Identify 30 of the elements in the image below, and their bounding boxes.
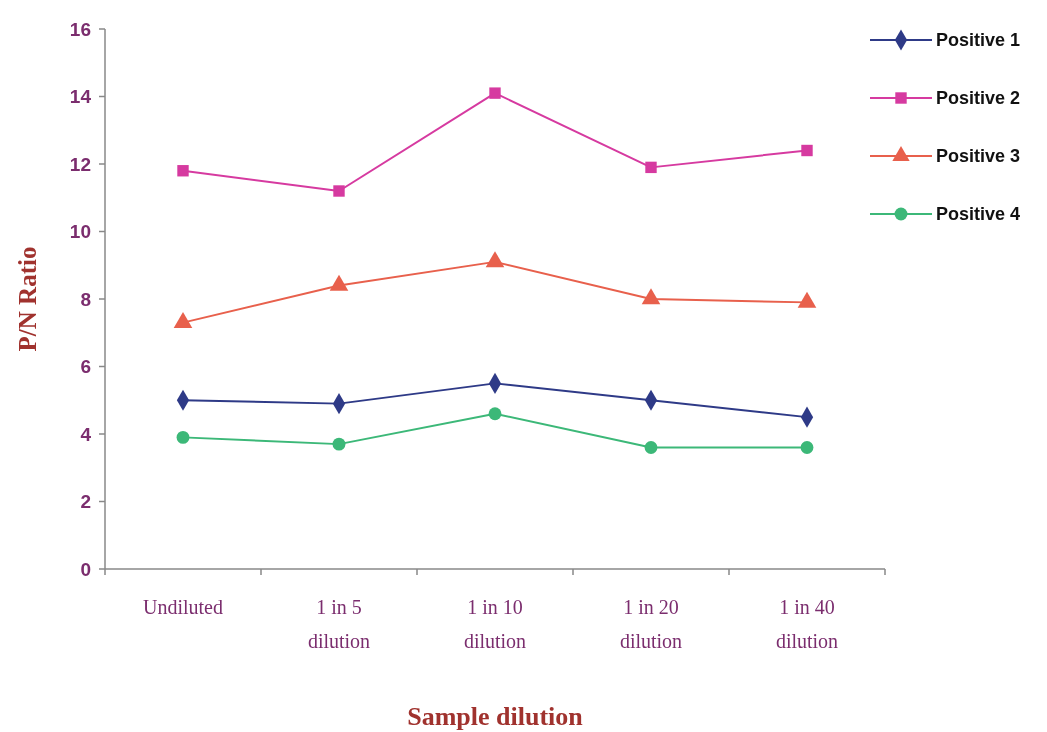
y-tick-label: 16 xyxy=(69,18,91,40)
point xyxy=(488,407,502,421)
y-axis-title: P/N Ratio xyxy=(14,246,41,352)
point xyxy=(801,144,813,157)
y-tick-label: 4 xyxy=(80,423,92,445)
point xyxy=(333,185,345,197)
y-tick-label: 8 xyxy=(80,288,91,310)
legend-label: Positive 2 xyxy=(936,88,1021,109)
point xyxy=(644,441,658,454)
point xyxy=(800,441,814,454)
x-tick-label: Undiluted xyxy=(143,596,223,618)
point xyxy=(332,437,346,451)
y-tick-label: 10 xyxy=(69,221,91,243)
y-tick-label: 6 xyxy=(80,356,91,378)
point xyxy=(177,165,189,177)
legend-label: Positive 1 xyxy=(936,30,1021,51)
y-tick-label: 0 xyxy=(80,558,91,580)
legend-label: Positive 4 xyxy=(936,204,1021,225)
x-tick-label: 1 in 20 dilution xyxy=(619,596,683,652)
y-tick-label: 14 xyxy=(69,86,92,108)
y-tick-label: 12 xyxy=(69,153,91,175)
y-tick-label: 2 xyxy=(80,491,91,513)
legend-label: Positive 3 xyxy=(936,146,1021,167)
point xyxy=(176,430,190,444)
point xyxy=(645,161,657,174)
x-tick-label: 1 in 10 dilution xyxy=(463,596,527,652)
x-tick-label: 1 in 5 dilution xyxy=(307,596,371,652)
x-axis-title: Sample dilution xyxy=(407,702,584,731)
x-tick-label: 1 in 40 dilution xyxy=(775,596,839,652)
point xyxy=(489,87,501,99)
